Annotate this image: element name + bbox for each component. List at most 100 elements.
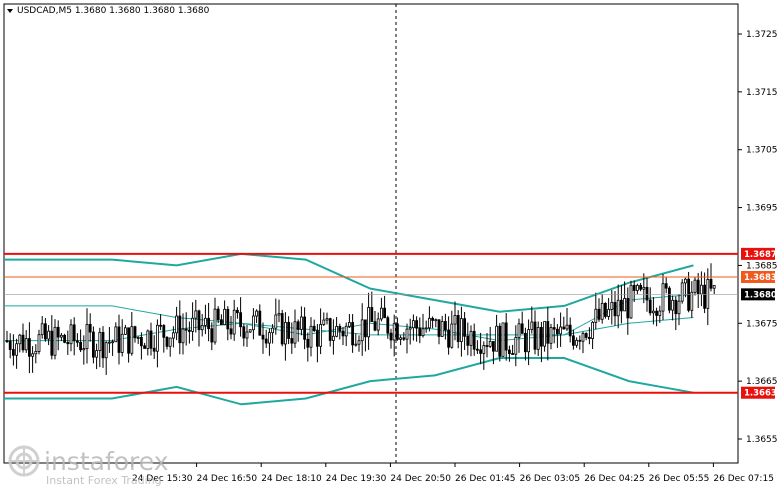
candle — [645, 278, 649, 312]
candle — [261, 322, 265, 354]
candle — [322, 312, 326, 326]
candle — [636, 283, 639, 295]
candle — [53, 319, 57, 360]
candle — [443, 313, 447, 340]
candle — [578, 335, 582, 350]
candle — [152, 335, 156, 360]
price-tick-label: 1.3655 — [746, 435, 778, 445]
candle — [251, 308, 255, 340]
candle — [108, 327, 111, 353]
candle — [79, 329, 82, 353]
price-tick-label: 1.3685 — [746, 261, 778, 271]
candle — [370, 291, 374, 323]
candle — [572, 329, 575, 350]
candle — [440, 315, 444, 337]
candle — [248, 329, 252, 334]
symbol-header: USDCAD,M5 1.3680 1.3680 1.3680 1.3680 — [7, 6, 210, 16]
candle — [360, 303, 364, 356]
candle — [114, 322, 118, 343]
candle — [472, 323, 476, 356]
candle — [203, 304, 207, 335]
candle — [162, 324, 166, 353]
price-levels: 1.3687 1.3683 1.3663 1.3680 — [4, 247, 777, 399]
candle — [245, 324, 249, 347]
candle — [88, 313, 92, 342]
candle — [616, 284, 620, 329]
candle — [597, 298, 601, 322]
candle — [101, 326, 105, 368]
candle — [213, 297, 217, 345]
candle — [139, 332, 143, 360]
candle — [504, 313, 508, 361]
candle — [536, 321, 540, 357]
candle — [652, 297, 655, 325]
candle — [607, 298, 610, 320]
candle — [693, 277, 697, 296]
candle — [200, 314, 204, 337]
plot-frame — [3, 3, 739, 464]
candle — [296, 319, 300, 342]
support-price-badge: 1.3663 — [741, 386, 777, 399]
candle — [27, 322, 31, 374]
candle — [194, 299, 198, 333]
candle — [223, 300, 227, 326]
candle — [363, 319, 367, 352]
candle — [341, 326, 345, 345]
candle — [671, 295, 674, 321]
candle — [498, 323, 502, 362]
candle — [552, 317, 556, 344]
candle — [267, 328, 271, 356]
candle — [37, 329, 41, 355]
candle — [21, 323, 25, 353]
candle — [92, 326, 95, 364]
bollinger-upper-line — [4, 252, 694, 313]
candle — [456, 310, 460, 349]
candle — [347, 313, 351, 328]
time-tick-label: 26 Dec 04:25 — [584, 474, 645, 484]
candle — [485, 332, 489, 358]
candle — [581, 331, 585, 354]
bollinger-lower-line — [4, 357, 694, 406]
candle — [328, 317, 332, 347]
collapse-arrow-icon[interactable] — [7, 9, 13, 13]
candle — [495, 314, 499, 352]
candle — [629, 280, 633, 319]
candle — [60, 332, 63, 341]
time-tick-label: 24 Dec 19:30 — [326, 474, 387, 484]
candle — [117, 314, 121, 365]
candle — [661, 274, 665, 321]
candle — [642, 273, 646, 304]
support-price-label: 1.3663 — [744, 389, 777, 399]
watermark-tagline: Instant Forex Trading — [46, 474, 162, 487]
candle — [546, 307, 550, 361]
candle — [424, 320, 428, 333]
candle — [357, 335, 361, 352]
candle — [325, 312, 329, 325]
candle — [8, 333, 12, 359]
candle — [604, 302, 607, 319]
mid-price-label: 1.3683 — [744, 273, 777, 283]
price-axis: 1.3725 1.3715 1.3705 1.3695 1.3685 1.3675 1.36… — [738, 30, 778, 445]
candle — [479, 332, 483, 365]
candle — [271, 324, 275, 344]
price-tick-label: 1.3695 — [746, 204, 778, 214]
candle — [696, 272, 700, 309]
candle — [130, 312, 134, 356]
candle — [648, 287, 652, 316]
candle — [143, 342, 147, 349]
candle — [594, 292, 598, 330]
candle — [351, 314, 355, 353]
candle — [437, 319, 441, 345]
candle — [11, 334, 15, 366]
current-price-label: 1.3680 — [744, 290, 777, 300]
candle — [687, 271, 690, 313]
candle — [264, 329, 268, 348]
candle — [399, 335, 403, 346]
candle — [427, 306, 431, 332]
candle — [527, 319, 530, 366]
candle — [136, 336, 140, 344]
candle — [207, 303, 211, 342]
candle — [402, 332, 406, 341]
